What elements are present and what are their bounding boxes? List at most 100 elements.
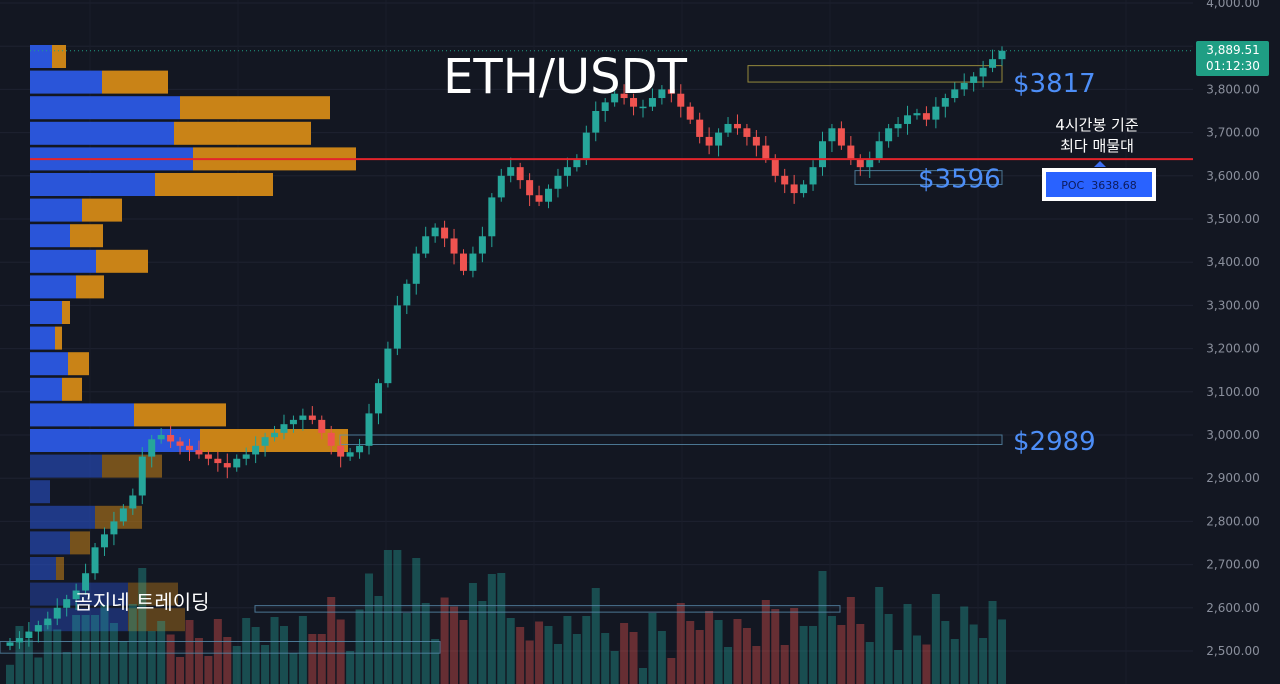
price-tick-label: 3,300.00 <box>1206 298 1259 312</box>
candle-body <box>289 419 297 425</box>
candle-body <box>563 167 571 176</box>
level-box <box>0 640 441 654</box>
candle-body <box>620 93 628 99</box>
volume-bar <box>695 630 704 684</box>
volume-bar <box>6 664 14 684</box>
price-axis[interactable]: 4,000.003,900.003,800.003,700.003,600.00… <box>1193 0 1280 684</box>
profile-buy-bar <box>30 531 70 555</box>
candle-body <box>422 236 430 254</box>
price-axis-bg <box>1193 0 1280 684</box>
volume-bar <box>733 619 742 684</box>
price-tick-label: 3,600.00 <box>1206 169 1259 183</box>
volume-bar <box>459 620 468 684</box>
volume-bar <box>563 616 572 684</box>
candle-body <box>318 419 326 433</box>
volume-bar <box>261 645 270 684</box>
watermark-label: 곰지네 트레이딩 <box>74 590 209 614</box>
candle-body <box>346 452 354 457</box>
volume-bar <box>355 609 364 684</box>
profile-buy-bar <box>30 454 102 478</box>
price-tick-label: 2,500.00 <box>1206 644 1259 658</box>
candle-body <box>554 175 562 189</box>
profile-buy-bar <box>30 429 200 452</box>
candle-body <box>384 348 392 384</box>
candle-body <box>223 463 231 468</box>
price-tick-label: 3,700.00 <box>1206 126 1259 140</box>
volume-bar <box>827 616 836 684</box>
profile-buy-bar <box>30 326 55 350</box>
volume-bar <box>43 620 52 684</box>
volume-bar <box>204 656 213 684</box>
candle-body <box>63 599 71 608</box>
candle-body <box>630 98 638 107</box>
profile-buy-bar <box>30 377 62 401</box>
candle-body <box>648 98 656 107</box>
volume-bar <box>922 644 931 684</box>
candle-body <box>818 141 826 168</box>
volume-bar <box>790 608 799 684</box>
profile-sell-bar <box>82 198 122 222</box>
price-tick-label: 4,000.00 <box>1206 0 1259 10</box>
candle-body <box>790 184 798 194</box>
candle-body <box>733 123 741 129</box>
volume-bar <box>128 604 137 684</box>
price-tick-label: 2,700.00 <box>1206 558 1259 572</box>
volume-bar <box>846 597 855 684</box>
volume-bar <box>450 606 459 684</box>
level-label: $3817 <box>1013 69 1096 99</box>
volume-bar <box>185 620 194 684</box>
volume-bar <box>771 609 780 684</box>
profile-sell-bar <box>70 531 90 555</box>
volume-bar <box>119 641 128 684</box>
volume-bar <box>298 616 307 684</box>
candle-body <box>970 76 978 83</box>
candle-body <box>280 424 288 433</box>
candle-body <box>15 638 23 643</box>
volume-bars <box>6 550 1006 684</box>
profile-buy-bar <box>30 249 96 273</box>
volume-profile <box>30 45 356 632</box>
candle-body <box>601 102 609 111</box>
volume-bar <box>91 615 100 684</box>
profile-buy-bar <box>30 173 155 196</box>
volume-bar <box>667 658 676 684</box>
volume-bar <box>147 631 156 684</box>
volume-bar <box>279 626 288 684</box>
poc-note-line2: 최다 매물대 <box>1060 137 1134 155</box>
candle-body <box>667 89 675 94</box>
candle-body <box>459 253 467 271</box>
volume-bar <box>960 606 969 684</box>
volume-bar <box>487 574 496 684</box>
level-box <box>747 65 1003 83</box>
volume-bar <box>950 639 959 684</box>
volume-bar <box>601 633 610 684</box>
candle-body <box>34 625 42 632</box>
volume-bar <box>931 594 940 684</box>
candle-body <box>781 175 789 185</box>
candle-body <box>204 454 212 459</box>
level-box <box>254 605 841 613</box>
profile-sell-bar <box>200 429 348 452</box>
candle-body <box>271 432 279 438</box>
price-tick-label: 3,800.00 <box>1206 82 1259 96</box>
volume-bar <box>809 626 818 684</box>
candle-body <box>129 495 137 509</box>
volume-bar <box>903 604 912 684</box>
level-label: $2989 <box>1013 427 1096 457</box>
candle-body <box>488 197 496 237</box>
candle-body <box>800 184 808 194</box>
candle-body <box>119 508 127 522</box>
candle-body <box>582 132 590 159</box>
candle-body <box>696 119 704 137</box>
profile-buy-bar <box>30 352 68 376</box>
candle-body <box>497 175 505 198</box>
profile-sell-bar <box>62 377 82 401</box>
volume-bar <box>752 646 761 684</box>
profile-sell-bar <box>96 249 148 273</box>
candle-body <box>526 180 534 196</box>
volume-bar <box>856 624 865 684</box>
volume-bar <box>317 634 326 684</box>
level-labels: $3817 $3596 $2989 <box>918 69 1096 457</box>
candle-body <box>53 607 61 619</box>
